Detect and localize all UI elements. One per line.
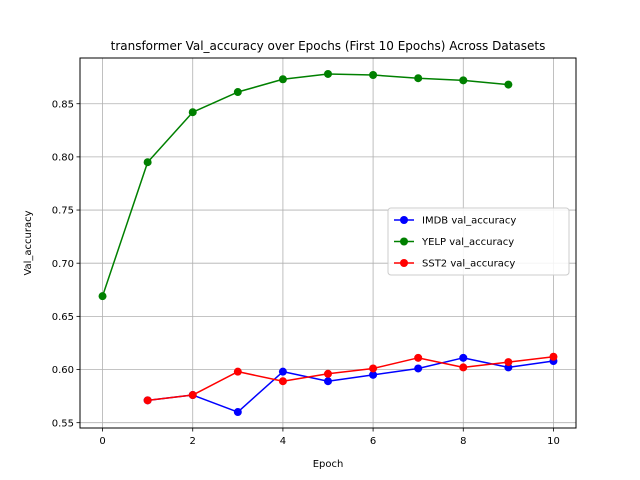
yelp-data-point bbox=[504, 80, 513, 89]
yelp-legend-marker bbox=[400, 237, 408, 246]
y-tick-label: 0.65 bbox=[52, 312, 74, 323]
yelp-legend-label: YELP val_accuracy bbox=[421, 237, 514, 248]
sst2-data-point bbox=[414, 353, 423, 362]
imdb-data-point bbox=[369, 370, 378, 379]
x-axis-label: Epoch bbox=[313, 459, 344, 470]
sst2-series-line bbox=[147, 356, 554, 402]
yelp-data-point bbox=[324, 69, 332, 78]
sst2-data-point bbox=[188, 391, 197, 400]
imdb-data-point bbox=[233, 408, 242, 417]
x-tick-label: 0 bbox=[99, 436, 105, 447]
sst2-data-point bbox=[143, 396, 152, 405]
sst2-data-point bbox=[459, 363, 468, 372]
x-tick-label: 10 bbox=[547, 436, 560, 447]
yelp-data-point bbox=[278, 75, 287, 84]
x-tick-label: 6 bbox=[370, 436, 376, 447]
axis-ticks: 0 2 4 6 8 10 0.55 0.60 0.65 0.70 0.75 0.80 0.85 bbox=[52, 99, 560, 447]
sst2-data-point bbox=[369, 364, 378, 373]
legend: IMDB val_accuracy YELP val_accuracy SST2 v… bbox=[387, 207, 570, 276]
series-group bbox=[98, 69, 558, 417]
yelp-data-point bbox=[414, 74, 423, 83]
imdb-series-line bbox=[147, 357, 554, 413]
x-tick-label: 2 bbox=[190, 436, 196, 447]
sst2-legend-marker bbox=[400, 259, 408, 267]
y-tick-label: 0.85 bbox=[52, 99, 74, 110]
imdb-legend-label: IMDB val_accuracy bbox=[422, 216, 516, 227]
yelp-data-point bbox=[188, 108, 197, 117]
x-tick-label: 4 bbox=[280, 436, 286, 447]
sst2-data-point bbox=[504, 358, 513, 367]
y-tick-label: 0.80 bbox=[52, 152, 74, 163]
y-axis-label: Val_accuracy bbox=[23, 210, 34, 275]
y-tick-label: 0.55 bbox=[52, 418, 74, 429]
imdb-data-point bbox=[414, 364, 423, 373]
yelp-data-point bbox=[369, 71, 378, 80]
yelp-data-point bbox=[98, 292, 107, 301]
y-tick-label: 0.70 bbox=[52, 259, 74, 270]
yelp-data-point bbox=[233, 88, 242, 97]
sst2-data-point bbox=[233, 367, 242, 376]
imdb-data-point bbox=[278, 367, 287, 376]
x-tick-label: 8 bbox=[460, 436, 466, 447]
imdb-data-point bbox=[324, 377, 332, 386]
yelp-series-line bbox=[101, 73, 509, 297]
y-tick-label: 0.75 bbox=[52, 206, 74, 217]
chart-title: transformer Val_accuracy over Epochs (Fi… bbox=[111, 39, 546, 53]
sst2-data-point bbox=[549, 352, 558, 361]
sst2-legend-label: SST2 val_accuracy bbox=[422, 259, 515, 270]
y-tick-label: 0.60 bbox=[52, 365, 74, 376]
imdb-legend-marker bbox=[400, 216, 408, 224]
sst2-data-point bbox=[324, 369, 332, 378]
plot-frame bbox=[79, 57, 577, 429]
legend-box bbox=[387, 207, 570, 276]
yelp-data-point bbox=[459, 76, 468, 85]
yelp-data-point bbox=[143, 158, 152, 167]
imdb-data-point bbox=[459, 353, 468, 362]
sst2-data-point bbox=[278, 377, 287, 386]
